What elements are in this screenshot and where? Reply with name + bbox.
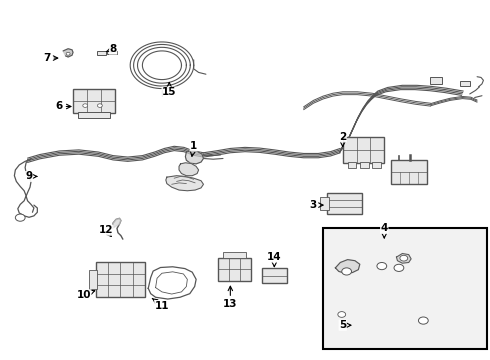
Bar [430,77,442,84]
Bar [320,197,329,211]
Polygon shape [185,150,203,164]
Text: 1: 1 [190,141,197,156]
Polygon shape [335,260,360,273]
Text: 2: 2 [339,132,346,147]
Circle shape [394,264,404,271]
Text: 6: 6 [56,102,71,112]
Circle shape [15,214,25,221]
Circle shape [338,312,345,318]
Bar [96,262,145,297]
Circle shape [400,255,408,261]
Bar [460,81,470,86]
Bar [391,160,427,184]
Polygon shape [179,163,198,176]
Bar [372,162,381,168]
Text: 7: 7 [44,53,58,63]
Bar [78,112,110,118]
Bar [327,193,362,214]
Polygon shape [112,219,121,228]
Bar [73,89,115,113]
Bar [347,162,356,168]
Bar [360,162,368,168]
Text: 8: 8 [106,44,117,54]
Text: 5: 5 [339,320,351,330]
Text: 13: 13 [223,286,238,309]
Circle shape [342,268,351,275]
Text: 4: 4 [381,224,388,238]
Bar [89,270,98,289]
Text: 15: 15 [162,83,176,97]
Text: 3: 3 [310,200,323,210]
Bar [323,228,487,348]
Bar [107,51,117,54]
Polygon shape [396,253,411,263]
Circle shape [377,262,387,270]
Polygon shape [63,49,73,57]
Text: 10: 10 [76,290,95,300]
Text: 12: 12 [98,225,113,237]
Bar [262,268,287,283]
Text: 14: 14 [267,252,282,267]
Text: 9: 9 [25,171,37,181]
Circle shape [66,52,70,55]
Circle shape [418,317,428,324]
Polygon shape [166,176,203,191]
Bar [343,137,384,163]
Bar [98,51,106,55]
Text: 11: 11 [152,298,169,311]
Bar [218,258,251,281]
Circle shape [83,104,88,107]
Bar [223,252,246,258]
Circle shape [98,104,102,107]
